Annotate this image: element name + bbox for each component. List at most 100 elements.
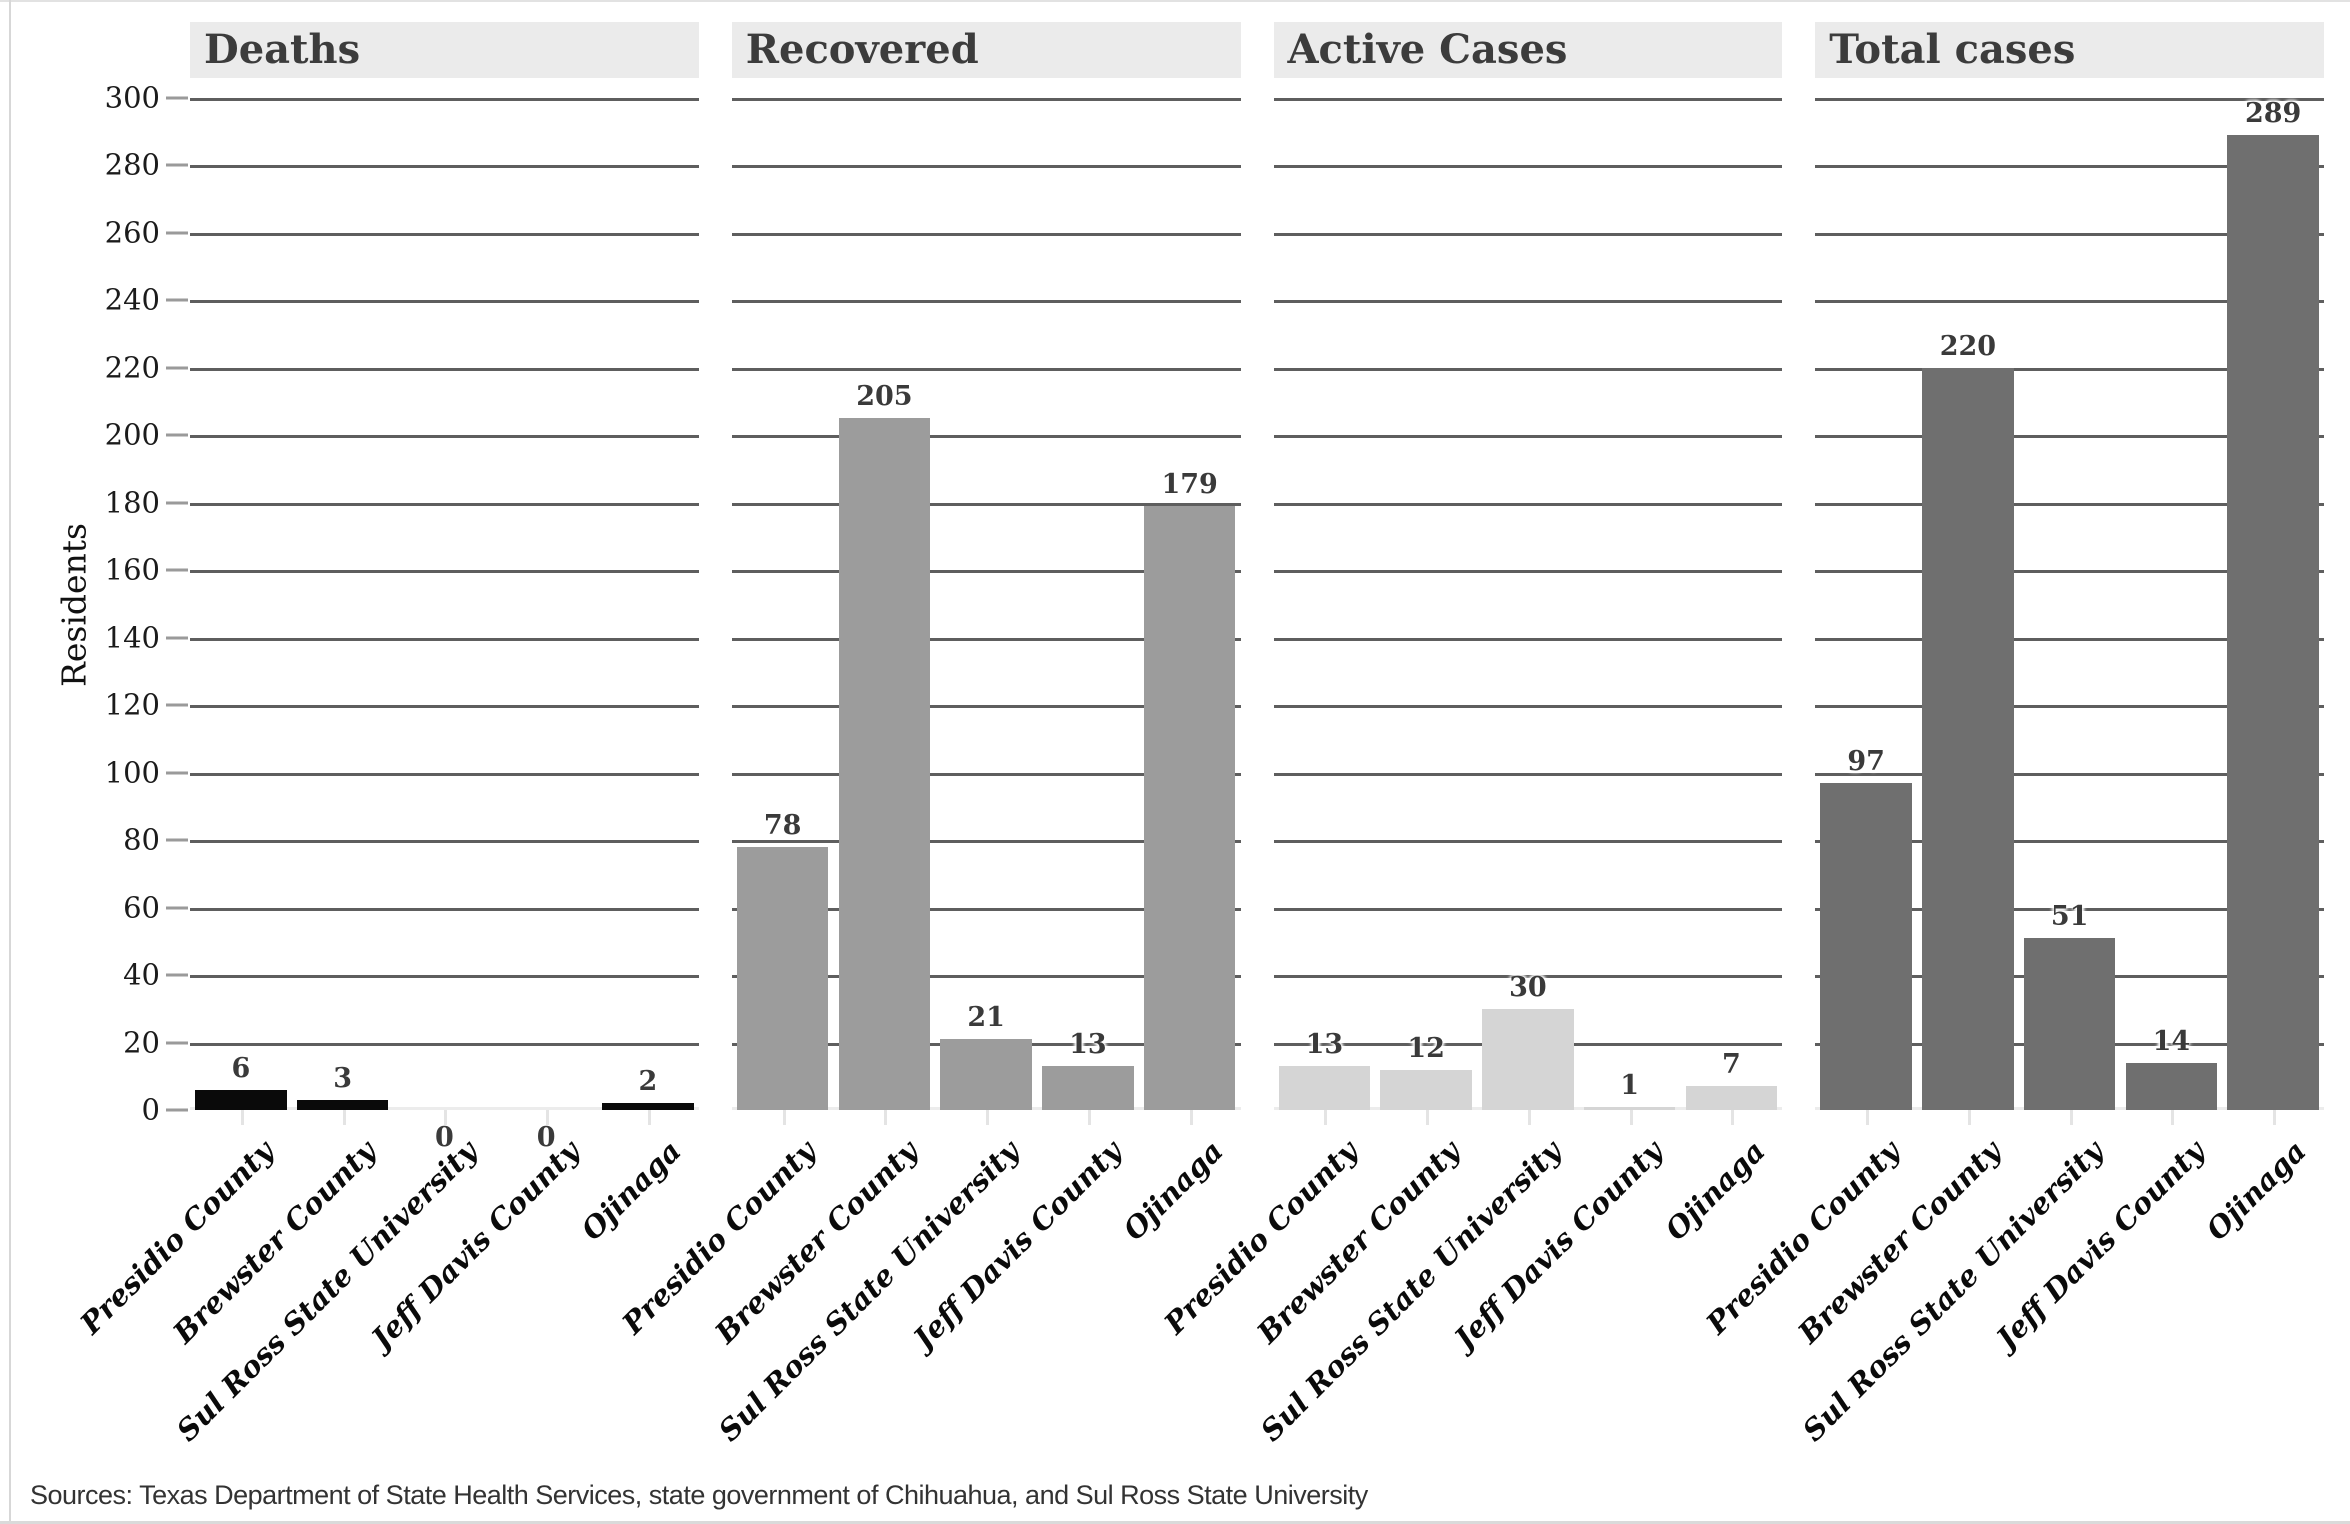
x-tick-mark [2273,1110,2277,1125]
x-slot-ojinaga: Ojinaga [1658,1110,1783,1460]
gridline-80 [731,840,1241,844]
bar-slot-ojinaga: 7 [1681,98,1783,1110]
gridline-300 [1273,98,1783,101]
frame-top-edge [0,0,2350,2]
bar-slot-brewster-county: 205 [834,98,936,1110]
bar-presidio-county [1278,1066,1371,1110]
bar-brewster-county [296,1099,389,1110]
bar-brewster-county [1922,367,2014,1110]
bar-presidio-county [736,846,829,1110]
y-tick-mark [166,568,188,572]
y-tick-label: 40 [123,957,160,992]
x-tick-mark [546,1110,550,1125]
gridline-200 [1273,435,1783,439]
bar-value-label: 2 [638,1066,658,1098]
gridline-240 [1273,300,1783,304]
bar-sul-ross-state-university [1482,1008,1574,1110]
bar-slot-sul-ross-state-university: 0 [394,98,496,1151]
gridline-260 [731,232,1241,236]
bar-slot-ojinaga: 289 [2222,98,2324,1110]
bar-value-label: 0 [536,1122,556,1153]
facet-xaxis-recovered: Presidio County Brewster County Sul Ross S… [616,1110,1241,1460]
gridline-140 [731,637,1241,641]
gridline-120 [731,705,1241,709]
bar-slot-brewster-county: 3 [292,98,394,1110]
bar-value-label: 12 [1407,1032,1445,1064]
bar-value-label: 51 [2050,900,2089,932]
gridline-20 [190,1042,699,1046]
bar-slot-presidio-county: 6 [190,98,292,1110]
bar-jeff-davis-county [1583,1106,1676,1110]
bar-slot-ojinaga: 2 [597,98,699,1110]
baseline-zero [190,1107,699,1110]
gridline-220 [190,367,699,371]
x-tick-mark [240,1110,244,1125]
facet-xaxis-active-cases: Presidio County Brewster County Sul Ross S… [1157,1110,1783,1460]
bar-value-label: 14 [2152,1025,2191,1057]
gridline-80 [1815,840,2324,844]
facet-plot-deaths: 6 3 0 0 2 [190,98,699,1151]
bar-value-label: 3 [333,1062,353,1094]
gridline-40 [731,975,1241,979]
y-tick-row: 180 [105,488,188,517]
gridline-280 [1815,165,2324,169]
gridline-60 [731,907,1241,911]
gridline-260 [1273,232,1783,236]
y-tick-row: 240 [105,285,188,315]
x-tick-mark [1527,1110,1531,1125]
gridline-140 [190,637,699,641]
gridline-120 [1273,705,1783,709]
gridline-300 [1815,98,2324,101]
y-tick-row: 300 [105,83,188,113]
bar-value-label: 78 [763,809,802,841]
y-tick-mark [166,838,188,842]
gridline-180 [1273,502,1783,506]
y-tick-row: 200 [105,420,188,450]
bar-value-label: 205 [856,381,913,413]
gridline-140 [1273,637,1783,641]
bar-value-label: 6 [231,1052,251,1084]
x-tick-mark [647,1110,651,1125]
x-slot-presidio-county: Presidio County [1157,1110,1376,1460]
gridline-60 [1273,907,1783,911]
gridline-40 [1273,975,1783,979]
bar-slot-sul-ross-state-university: 51 [2019,98,2121,1110]
x-tick-mark [1967,1110,1971,1125]
x-tick-mark [1324,1110,1328,1125]
x-slot-brewster-county: Brewster County [708,1110,936,1460]
gridline-200 [1815,435,2324,439]
gridline-120 [190,705,699,709]
facet-header-gap [1274,78,1783,98]
x-slot-jeff-davis-county: Jeff Davis County [1990,1110,2223,1460]
x-slot-sul-ross-state-university: Sul Ross State University [1796,1110,2121,1460]
x-slot-brewster-county: Brewster County [166,1110,394,1460]
facet-title-active-cases: Active Cases [1273,22,1783,78]
x-tick-mark [884,1110,888,1125]
gridline-160 [1815,570,2324,574]
y-tick-row: 220 [105,353,188,382]
y-tick-row: 140 [105,623,188,652]
y-tick-row: 80 [123,825,188,855]
facet-plot-total-cases: 97 220 51 14 289 [1815,98,2324,1110]
y-tick-mark [166,433,188,437]
facet-xaxis-total-cases: Presidio County Brewster County Sul Ross S… [1699,1110,2324,1460]
y-tick-mark [166,501,188,505]
y-tick-mark [166,298,188,302]
bar-value-label: 179 [1161,469,1218,501]
bar-value-label: 30 [1509,971,1547,1003]
x-tick-mark [1189,1110,1193,1125]
gridline-180 [731,502,1241,506]
facet-panel-total-cases: Total cases 97 220 51 14 289 Presidio County Br… [1699,22,2324,1460]
x-slot-presidio-county: Presidio County [74,1110,292,1460]
facet-panel-deaths: Deaths 6 3 0 0 2 Presidio County Brewster Count… [74,22,699,1460]
gridline-300 [190,98,699,101]
bar-brewster-county [838,418,931,1110]
gridline-260 [190,232,699,236]
bar-value-label: 21 [967,1002,1005,1034]
source-note: Sources: Texas Department of State Healt… [30,1480,1368,1510]
x-tick-mark [1866,1110,1870,1125]
gridline-220 [731,367,1241,371]
x-slot-brewster-county: Brewster County [1250,1110,1477,1460]
y-tick-label: 20 [123,1025,160,1060]
x-tick-mark [782,1110,786,1125]
